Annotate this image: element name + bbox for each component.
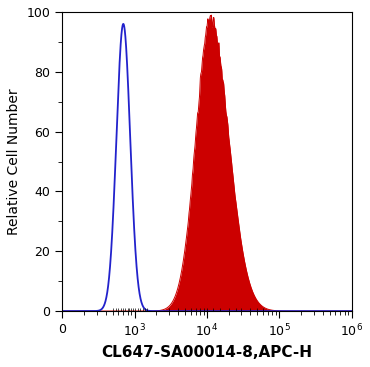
Y-axis label: Relative Cell Number: Relative Cell Number <box>7 88 21 235</box>
X-axis label: CL647-SA00014-8,APC-H: CL647-SA00014-8,APC-H <box>101 345 312 360</box>
